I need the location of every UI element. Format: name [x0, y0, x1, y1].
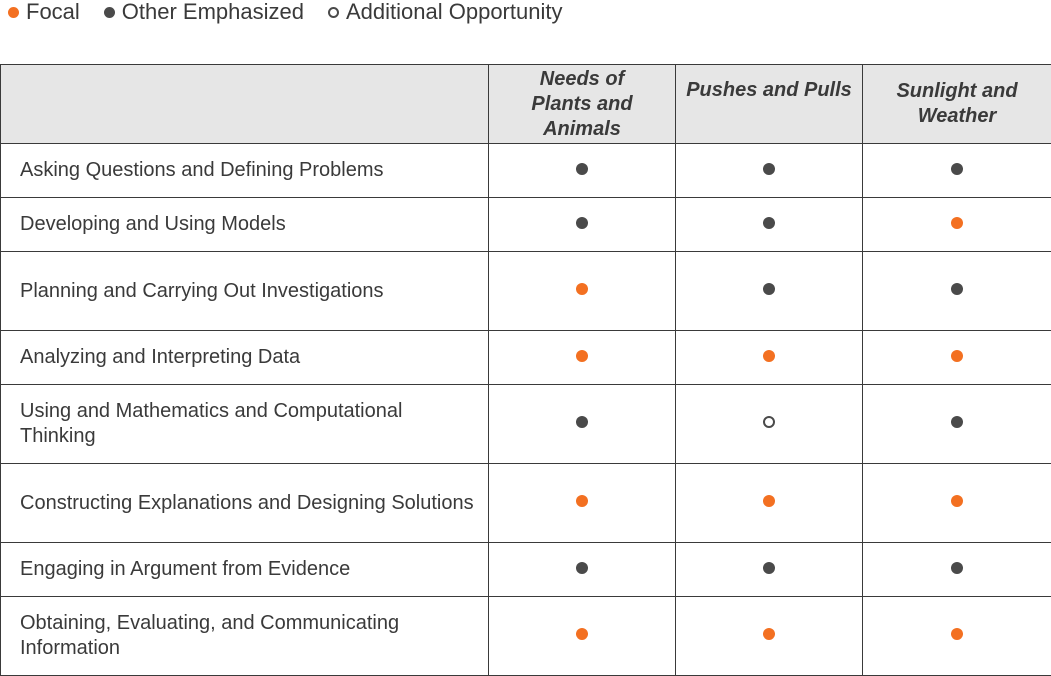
- mark-cell: [676, 198, 863, 252]
- focal-dot-icon: [951, 350, 963, 362]
- mark-cell: [489, 385, 676, 464]
- focal-dot-icon: [763, 350, 775, 362]
- mark-cell: [676, 252, 863, 331]
- emphasized-dot-icon: [951, 283, 963, 295]
- emphasized-dot-icon: [576, 163, 588, 175]
- focal-dot-icon: [951, 495, 963, 507]
- mark-cell: [489, 464, 676, 543]
- emphasized-dot-icon: [763, 562, 775, 574]
- emphasized-dot-icon: [951, 416, 963, 428]
- table-row: Developing and Using Models: [1, 198, 1051, 252]
- open-circle-icon: [763, 416, 775, 428]
- emphasized-dot-icon: [763, 217, 775, 229]
- practice-label: Analyzing and Interpreting Data: [1, 331, 489, 385]
- legend-item-additional-opportunity: Additional Opportunity: [328, 0, 562, 25]
- legend: Focal Other Emphasized Additional Opport…: [8, 0, 586, 24]
- practice-label: Obtaining, Evaluating, and Communicating…: [1, 597, 489, 676]
- legend-label-additional-opportunity: Additional Opportunity: [346, 0, 562, 25]
- mark-cell: [489, 198, 676, 252]
- focal-dot-icon: [8, 7, 19, 18]
- mark-cell: [676, 597, 863, 676]
- mark-cell: [676, 543, 863, 597]
- mark-cell: [489, 144, 676, 198]
- emphasized-dot-icon: [951, 562, 963, 574]
- mark-cell: [489, 252, 676, 331]
- practice-label: Asking Questions and Defining Problems: [1, 144, 489, 198]
- mark-cell: [489, 331, 676, 385]
- table-row: Obtaining, Evaluating, and Communicating…: [1, 597, 1051, 676]
- column-header-needs-of-plants-and-animals: Needs of Plants and Animals: [489, 65, 676, 144]
- focal-dot-icon: [576, 495, 588, 507]
- mark-cell: [863, 385, 1051, 464]
- emphasized-dot-icon: [763, 163, 775, 175]
- practice-label: Engaging in Argument from Evidence: [1, 543, 489, 597]
- legend-item-focal: Focal: [8, 0, 80, 25]
- emphasized-dot-icon: [576, 562, 588, 574]
- focal-dot-icon: [576, 628, 588, 640]
- mark-cell: [863, 144, 1051, 198]
- mark-cell: [863, 252, 1051, 331]
- emphasized-dot-icon: [576, 416, 588, 428]
- mark-cell: [863, 331, 1051, 385]
- column-header-sunlight-and-weather: Sunlight and Weather: [863, 65, 1051, 144]
- emphasized-dot-icon: [951, 163, 963, 175]
- practice-label: Developing and Using Models: [1, 198, 489, 252]
- mark-cell: [863, 543, 1051, 597]
- mark-cell: [489, 597, 676, 676]
- legend-label-other-emphasized: Other Emphasized: [122, 0, 304, 25]
- header-row: Needs of Plants and Animals Pushes and P…: [1, 65, 1051, 144]
- legend-label-focal: Focal: [26, 0, 80, 25]
- practice-label: Planning and Carrying Out Investigations: [1, 252, 489, 331]
- table-row: Planning and Carrying Out Investigations: [1, 252, 1051, 331]
- focal-dot-icon: [576, 350, 588, 362]
- emphasized-dot-icon: [576, 217, 588, 229]
- mark-cell: [676, 385, 863, 464]
- mark-cell: [676, 464, 863, 543]
- mark-cell: [676, 144, 863, 198]
- focal-dot-icon: [576, 283, 588, 295]
- mark-cell: [863, 597, 1051, 676]
- header-corner-cell: [1, 65, 489, 144]
- mark-cell: [489, 543, 676, 597]
- mark-cell: [676, 331, 863, 385]
- focal-dot-icon: [763, 628, 775, 640]
- column-header-pushes-and-pulls: Pushes and Pulls: [676, 65, 863, 144]
- mark-cell: [863, 198, 1051, 252]
- table-row: Asking Questions and Defining Problems: [1, 144, 1051, 198]
- table-row: Engaging in Argument from Evidence: [1, 543, 1051, 597]
- table-row: Analyzing and Interpreting Data: [1, 331, 1051, 385]
- emphasized-dot-icon: [104, 7, 115, 18]
- open-circle-icon: [328, 7, 339, 18]
- legend-item-other-emphasized: Other Emphasized: [104, 0, 304, 25]
- focal-dot-icon: [951, 628, 963, 640]
- practices-table: Needs of Plants and Animals Pushes and P…: [0, 64, 1051, 676]
- table-row: Using and Mathematics and Computational …: [1, 385, 1051, 464]
- mark-cell: [863, 464, 1051, 543]
- focal-dot-icon: [763, 495, 775, 507]
- practice-label: Using and Mathematics and Computational …: [1, 385, 489, 464]
- emphasized-dot-icon: [763, 283, 775, 295]
- practice-label: Constructing Explanations and Designing …: [1, 464, 489, 543]
- focal-dot-icon: [951, 217, 963, 229]
- table-row: Constructing Explanations and Designing …: [1, 464, 1051, 543]
